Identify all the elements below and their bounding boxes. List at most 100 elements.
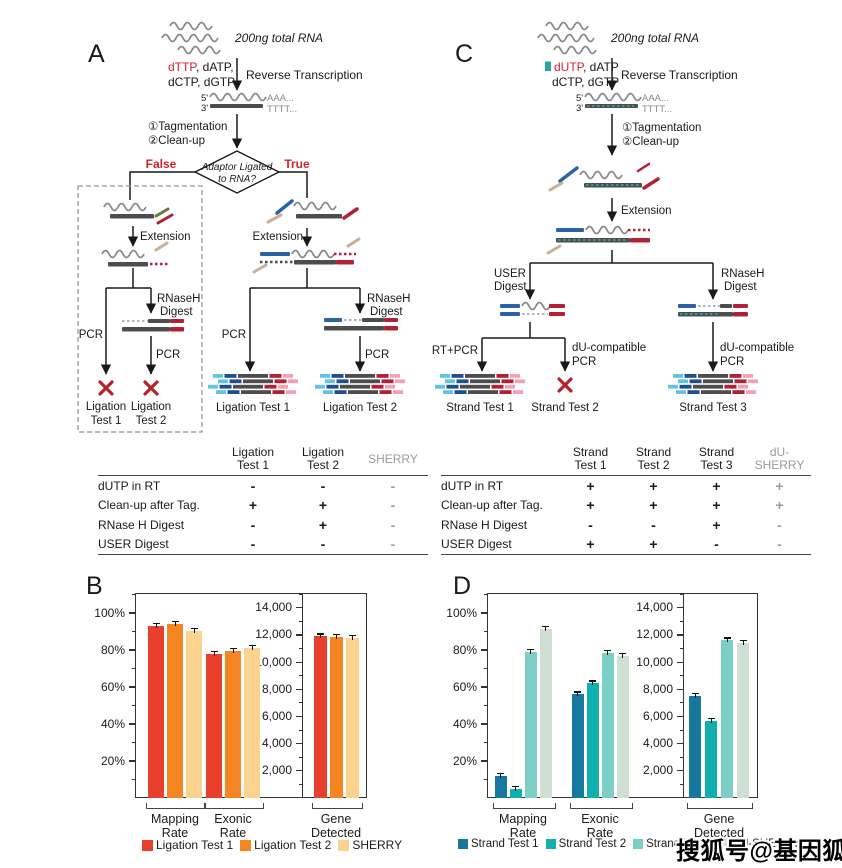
table-cell-value: - [651,516,656,533]
x-axis-bracket [146,803,206,809]
dna-strand-icon [324,318,342,322]
sequencing-reads-icon [288,379,298,384]
pct-axis-tick [481,723,487,725]
rna-wave-icon [521,301,551,311]
bar-B-Mapping-Rate-s2 [167,624,183,798]
reverse-transcription-label-C: Reverse Transcription [621,68,738,82]
sequencing-reads-icon [684,374,697,378]
polyA-label-C: AAA... [642,93,669,104]
x-axis-category-line: Rate [586,826,614,840]
error-bar [213,650,215,656]
pct-axis-minor-tick [131,668,135,669]
pct-axis-tick [481,686,487,688]
adaptor-icon [154,241,169,252]
sequencing-reads-icon [698,374,728,378]
bar-B-Exonic-Rate-s2 [225,650,241,798]
workflow-diagrams: A 200ng total RNA dTTP , dATP, dCTP, dGT… [77,21,794,433]
count-axis-tick-label: 10,000 [255,654,292,669]
sequencing-reads-icon [229,379,242,384]
sequencing-reads-icon [738,384,748,389]
count-axis-minor-tick [679,593,683,595]
count-axis-tick [296,715,302,718]
error-bar [530,648,531,654]
bar-D-Mapping-Rate-s3 [524,651,537,798]
dna-strand-icon [585,104,638,108]
ntp-rest-label-C: , dATP [583,60,619,74]
x-axis-category-line: Rate [219,826,247,840]
ntp-line2-label-C: dCTP, dGTP [552,75,619,89]
sequencing-reads-icon [445,379,455,384]
table-cell-value: + [775,497,784,514]
error-bar [335,634,337,639]
error-bar-cap [332,634,340,636]
bar-D-Exonic-Rate-s3 [601,652,614,798]
sequencing-reads-icon [513,390,523,394]
condition-table-ligation: Ligation Test 1 Ligation Test 2 SHERRY dUTP i… [98,446,428,555]
sequencing-reads-icon [701,390,731,394]
table-cell-value: - [588,516,593,533]
rnaseh-label-A-true-1: RNaseH [367,293,410,305]
error-bar-cap [589,680,596,682]
three-prime-label-A: 3' [201,103,208,114]
count-axis-tick-label: 14,000 [255,600,292,615]
count-axis-tick [296,743,302,745]
pct-axis-tick-label: 40% [100,716,125,731]
error-bar-cap [190,627,198,629]
ntp-dutp-label: dUTP [554,60,585,74]
table-cell-value: + [318,497,328,514]
dna-strand-icon [549,304,565,308]
error-bar-cap [171,621,179,623]
table-cell-value: - [320,536,326,553]
table-cell-value: - [320,477,326,494]
pct-axis-tick-label: 40% [452,716,477,731]
ligation-test2-fail-label-2: Test 2 [136,415,167,427]
table-row: USER Digest - - - [98,535,428,555]
table-cell-value: - [390,497,396,514]
error-bar [545,625,546,631]
sequencing-reads-icon [454,390,467,394]
legend-swatch-icon [633,839,644,849]
x-axis-category-label: Exonic Rate [188,812,278,840]
three-prime-label-C: 3' [576,103,583,114]
pct-axis-tick [129,612,135,614]
table-cell-value: + [649,497,658,514]
rtpcr-label: RT+PCR [432,345,478,357]
decision-diamond [193,150,281,194]
sequencing-reads-icon [320,374,330,378]
error-bar-cap [348,634,356,636]
count-axis-tick [296,634,302,636]
dna-strand-icon [733,312,748,317]
du-compatible-pcr-label-right-1: dU-compatible [720,342,794,354]
error-bar-cap [527,648,534,651]
x-axis-category-label: Gene Detected [674,812,764,840]
count-axis-minor-tick [679,675,683,677]
pct-axis-tick [129,686,135,688]
legend-item: Strand Test 2 [545,838,626,850]
sequencing-reads-icon [385,384,395,389]
legend-label: Strand Test 3 [646,838,714,850]
count-axis-tick-label: 10,000 [636,654,673,669]
chart-axis-divider-B [302,593,304,798]
error-bar [607,649,608,655]
sequencing-reads-icon [224,374,237,378]
adaptor-icon [156,213,174,225]
bar-D-Gene-Detected-s4 [737,643,749,798]
five-prime-label-A: 5' [201,93,208,104]
error-bar-cap [512,785,519,788]
condition-table-strand: Strand Test 1 Strand Test 2 Strand Test 3 dU- S… [441,446,811,555]
sequencing-reads-icon [241,390,271,394]
sequencing-reads-icon [264,384,277,389]
pct-axis-tick-label: 20% [100,753,125,768]
table-cell-value: - [250,516,256,533]
legend-label: SHERRY [352,838,403,852]
pct-axis-minor-tick [131,742,135,743]
pct-axis-minor-tick [131,594,135,595]
ntp-line2-label-A: dCTP, dGTP [168,75,235,89]
bar-D-Exonic-Rate-s1 [571,694,584,798]
table-row: Clean-up after Tag. + + - [98,496,428,516]
error-bar-cap [619,652,626,654]
ligation-test1-output-label: Ligation Test 1 [216,402,290,414]
bar-D-Gene-Detected-s2 [705,720,717,798]
rna-wave-icon [209,92,267,102]
table-cell-value: + [712,477,721,494]
